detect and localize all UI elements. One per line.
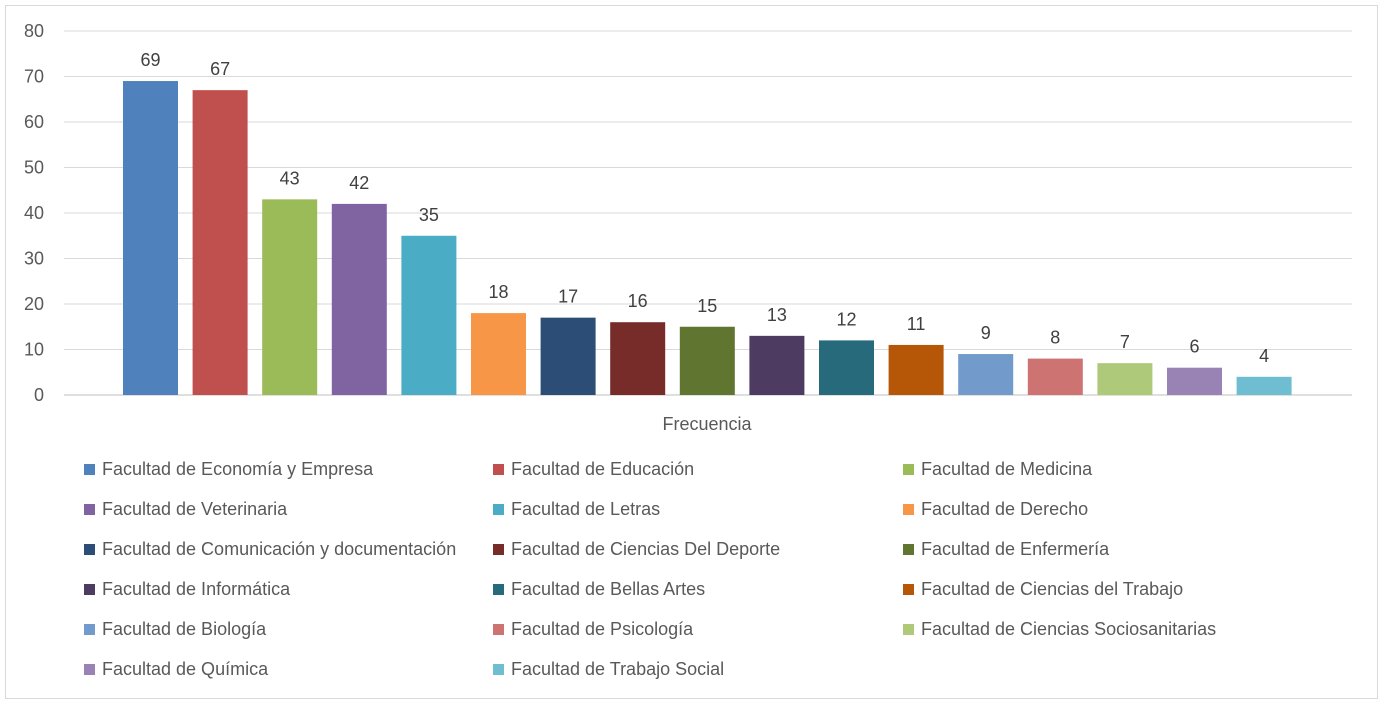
legend-label: Facultad de Enfermería (921, 538, 1110, 559)
data-label: 12 (836, 309, 856, 329)
legend-item: Facultad de Ciencias Sociosanitarias (903, 618, 1216, 640)
y-tick-label: 70 (24, 67, 44, 87)
legend-item: Facultad de Economía y Empresa (84, 458, 373, 480)
legend-item: Facultad de Química (84, 658, 268, 680)
data-label: 17 (558, 287, 578, 307)
data-label: 35 (419, 205, 439, 225)
legend-swatch (493, 663, 504, 675)
bar (1236, 376, 1292, 395)
legend-item: Facultad de Comunicación y documentación (84, 538, 456, 560)
data-label: 4 (1259, 346, 1269, 366)
data-label: 11 (907, 314, 926, 334)
legend-swatch (84, 583, 95, 595)
legend-label: Facultad de Bellas Artes (511, 578, 706, 599)
bar (331, 203, 387, 395)
legend-label: Facultad de Biología (102, 618, 267, 639)
bar (192, 90, 248, 396)
legend-label: Facultad de Química (102, 658, 269, 679)
data-label: 67 (210, 59, 230, 79)
legend-label: Facultad de Ciencias Sociosanitarias (921, 618, 1217, 639)
legend-label: Facultad de Veterinaria (102, 498, 288, 519)
bar (471, 313, 526, 395)
bar (1027, 358, 1083, 395)
legend-swatch (493, 463, 504, 475)
legend-swatch (84, 663, 95, 675)
legend-item: Facultad de Veterinaria (84, 498, 287, 520)
legend-swatch (903, 543, 914, 555)
bar (888, 344, 944, 395)
bar (679, 326, 735, 395)
legend-label: Facultad de Psicología (511, 618, 694, 639)
y-tick-label: 20 (24, 294, 44, 314)
legend-item: Facultad de Trabajo Social (493, 658, 724, 680)
bar (1167, 367, 1222, 395)
legend-item: Facultad de Educación (493, 458, 694, 480)
legend-swatch (84, 623, 95, 635)
bar (123, 81, 178, 396)
bar (262, 199, 318, 395)
legend-item: Facultad de Letras (493, 498, 660, 520)
y-tick-label: 60 (24, 112, 44, 132)
y-tick-label: 0 (34, 385, 44, 405)
bar (1097, 363, 1153, 395)
legend-label: Facultad de Trabajo Social (511, 658, 725, 679)
legend-item: Facultad de Psicología (493, 618, 693, 640)
bar (749, 335, 805, 395)
data-label: 13 (767, 305, 787, 325)
legend-swatch (493, 503, 504, 515)
data-label: 9 (981, 323, 991, 343)
data-label: 69 (140, 50, 160, 70)
bar (958, 354, 1014, 395)
legend-item: Facultad de Informática (84, 578, 290, 600)
data-label: 6 (1189, 337, 1199, 357)
legend-label: Facultad de Letras (511, 498, 661, 519)
legend-swatch (84, 463, 95, 475)
legend-item: Facultad de Ciencias Del Deporte (493, 538, 780, 560)
legend-item: Facultad de Enfermería (903, 538, 1109, 560)
legend-swatch (493, 543, 504, 555)
data-label: 15 (697, 296, 717, 316)
legend-swatch (493, 623, 504, 635)
legend-swatch (493, 583, 504, 595)
bar (540, 317, 596, 395)
legend-item: Facultad de Ciencias del Trabajo (903, 578, 1183, 600)
y-tick-label: 10 (24, 340, 44, 360)
legend-label: Facultad de Medicina (921, 458, 1093, 479)
legend-label: Facultad de Ciencias Del Deporte (511, 538, 781, 559)
legend-swatch (903, 583, 914, 595)
data-label: 7 (1120, 332, 1130, 352)
data-label: 8 (1050, 328, 1060, 348)
legend-item: Facultad de Biología (84, 618, 266, 640)
legend-label: Facultad de Informática (102, 578, 291, 599)
legend-label: Facultad de Derecho (921, 498, 1089, 519)
legend-item: Facultad de Derecho (903, 498, 1088, 520)
legend-label: Facultad de Economía y Empresa (102, 458, 374, 479)
legend-swatch (84, 543, 95, 555)
y-tick-label: 40 (24, 203, 44, 223)
x-axis-label: Frecuencia (662, 414, 752, 434)
bar (610, 322, 666, 395)
legend-swatch (903, 503, 914, 515)
y-tick-label: 30 (24, 249, 44, 269)
bar (401, 235, 457, 395)
legend-label: Facultad de Educación (511, 458, 695, 479)
legend-swatch (903, 623, 914, 635)
bar (819, 340, 874, 395)
legend-swatch (903, 463, 914, 475)
legend-item: Facultad de Bellas Artes (493, 578, 705, 600)
data-label: 42 (349, 173, 369, 193)
y-tick-label: 50 (24, 158, 44, 178)
data-label: 16 (628, 291, 648, 311)
data-label: 18 (488, 282, 508, 302)
y-tick-label: 80 (24, 21, 44, 41)
data-label: 43 (280, 168, 300, 188)
legend-label: Facultad de Ciencias del Trabajo (921, 578, 1184, 599)
legend-swatch (84, 503, 95, 515)
legend-item: Facultad de Medicina (903, 458, 1092, 480)
legend-label: Facultad de Comunicación y documentación (102, 538, 457, 559)
